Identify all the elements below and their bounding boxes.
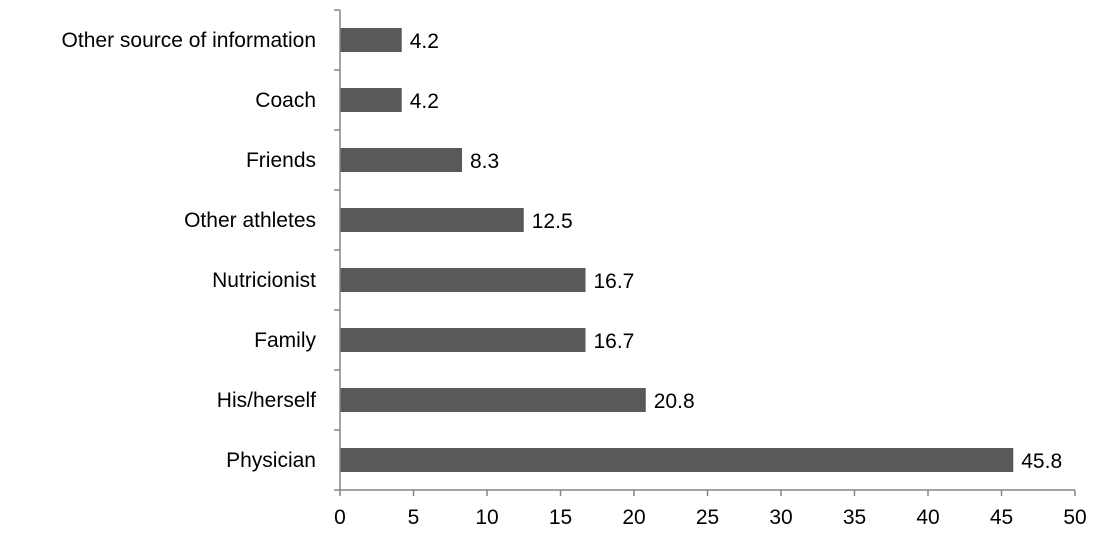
x-tick-label: 25 bbox=[696, 506, 719, 529]
category-label: Friends bbox=[246, 149, 316, 172]
category-label: Nutricionist bbox=[212, 269, 316, 292]
data-label: 45.8 bbox=[1021, 450, 1062, 473]
bar-friends bbox=[340, 148, 463, 172]
category-label: His/herself bbox=[217, 389, 316, 412]
x-tick-label: 10 bbox=[475, 506, 498, 529]
category-label: Family bbox=[254, 329, 316, 352]
x-tick-label: 50 bbox=[1063, 506, 1086, 529]
x-tick-label: 45 bbox=[990, 506, 1013, 529]
x-tick-label: 5 bbox=[408, 506, 420, 529]
category-label: Other source of information bbox=[62, 29, 316, 52]
x-tick-label: 30 bbox=[769, 506, 792, 529]
bars-group bbox=[340, 28, 1014, 472]
x-tick-labels-group: 0 5 10 15 20 25 30 35 40 45 50 bbox=[334, 506, 1087, 529]
data-label: 4.2 bbox=[410, 30, 439, 53]
x-tick-label: 20 bbox=[622, 506, 645, 529]
data-label: 16.7 bbox=[593, 330, 634, 353]
bar-his-herself bbox=[340, 388, 646, 412]
bar-physician bbox=[340, 448, 1014, 472]
bar-family bbox=[340, 328, 586, 352]
category-label: Physician bbox=[226, 449, 316, 472]
data-label: 20.8 bbox=[654, 390, 695, 413]
data-label: 8.3 bbox=[470, 150, 499, 173]
data-label: 4.2 bbox=[410, 90, 439, 113]
category-label: Coach bbox=[255, 89, 316, 112]
category-label: Other athletes bbox=[184, 209, 316, 232]
bar-other-athletes bbox=[340, 208, 524, 232]
bar-other-source-of-information bbox=[340, 28, 402, 52]
x-tick-label: 0 bbox=[334, 506, 346, 529]
bar-coach bbox=[340, 88, 402, 112]
bar-nutricionist bbox=[340, 268, 586, 292]
x-tick-label: 40 bbox=[916, 506, 939, 529]
data-labels-group: 45.8 20.8 16.7 16.7 12.5 8.3 4.2 4.2 bbox=[410, 30, 1062, 473]
x-tick-label: 15 bbox=[549, 506, 572, 529]
data-label: 16.7 bbox=[593, 270, 634, 293]
axes-group bbox=[334, 9, 1076, 496]
x-tick-label: 35 bbox=[843, 506, 866, 529]
category-labels-group: Physician His/herself Family Nutricionist Ot… bbox=[62, 29, 317, 472]
data-label: 12.5 bbox=[532, 210, 573, 233]
